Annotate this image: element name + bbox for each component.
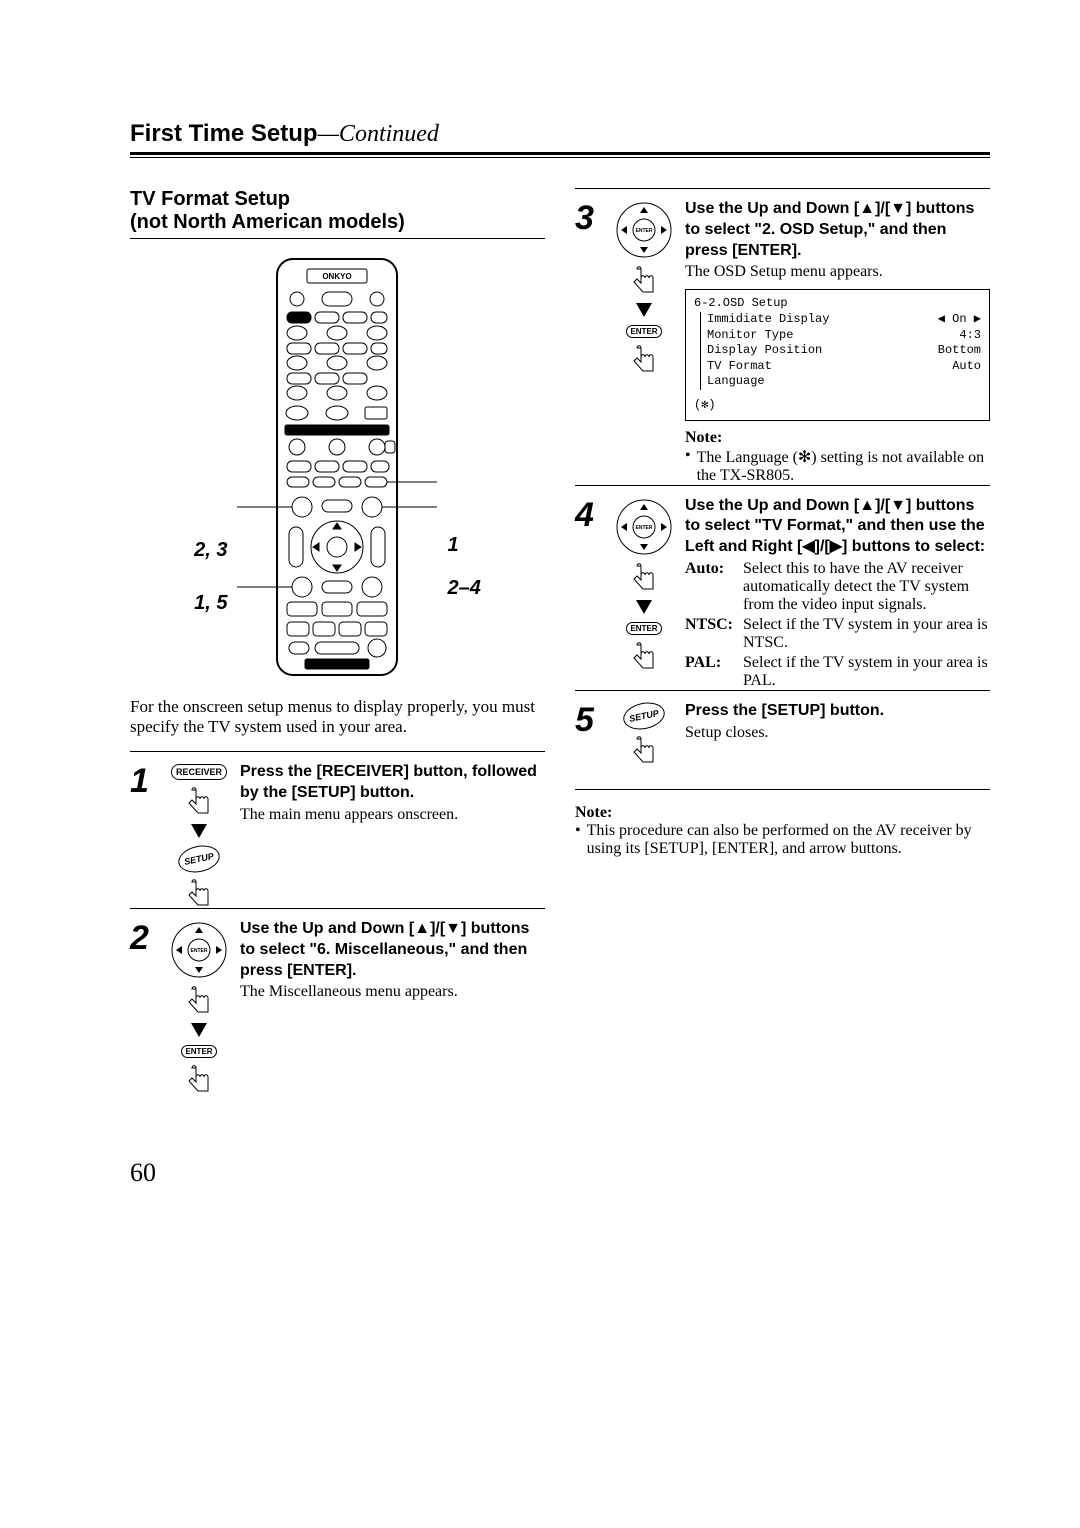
enter-button-icon: ENTER [181,1045,216,1058]
hand-press-icon [184,878,214,908]
svg-text:ENTER: ENTER [191,948,208,954]
header-continued: —Continued [318,121,439,147]
osd-row-value: ◀ On ▶ [938,312,981,328]
dpad-icon: ENTER [615,498,673,556]
step-4-icons: ENTER ENTER [613,496,675,690]
dpad-icon: ENTER [615,201,673,259]
option-text: Select if the TV system in your area is … [743,654,990,690]
step-5-result: Setup closes. [685,724,990,742]
step-1-number: 1 [130,762,158,908]
hand-press-icon [629,265,659,295]
step-1-instruction: Press the [RECEIVER] button, followed by… [240,762,545,804]
osd-setup-screen: 6-2.OSD Setup Immidiate Display ◀ On ▶ Mo… [685,289,990,420]
step-3-icons: ENTER ENTER [613,199,675,485]
option-label: Auto: [685,560,737,614]
hand-press-icon [629,344,659,374]
step-3-note: The Language (✻) setting is not availabl… [685,447,990,485]
osd-row-label: Language [707,374,765,390]
option-text: Select this to have the AV receiver auto… [743,560,990,614]
page-number: 60 [130,1158,990,1188]
left-column: TV Format Setup (not North American mode… [130,188,545,1098]
arrow-down-icon [191,1023,207,1037]
hand-press-icon [184,1064,214,1094]
osd-title: 6-2.OSD Setup [694,296,981,312]
step-2-number: 2 [130,919,158,1098]
step-2-instruction: Use the Up and Down [▲]/[▼] buttons to s… [240,919,545,981]
svg-text:ENTER: ENTER [636,525,653,531]
header-rule [130,157,990,158]
enter-button-icon: ENTER [626,325,661,338]
step-3-number: 3 [575,199,603,485]
option-text: Select if the TV system in your area is … [743,616,990,652]
right-column: 3 ENTER ENTER Use the Up and Down [▲]/[▼… [575,188,990,1098]
step-3-result: The OSD Setup menu appears. [685,263,990,281]
step-2-result: The Miscellaneous menu appears. [240,983,545,1001]
step-5-icons: SETUP [613,701,675,765]
step-5-instruction: Press the [SETUP] button. [685,701,990,722]
remote-brand: ONKYO [323,272,352,281]
option-auto: Auto: Select this to have the AV receive… [685,560,990,614]
osd-row-label: Monitor Type [707,328,793,344]
header-title: First Time Setup [130,120,318,147]
option-ntsc: NTSC: Select if the TV system in your ar… [685,616,990,652]
callout-2-3: 2, 3 [194,539,227,562]
option-pal: PAL: Select if the TV system in your are… [685,654,990,690]
svg-text:ENTER: ENTER [636,228,653,234]
arrow-down-icon [191,824,207,838]
setup-button-icon: SETUP [621,699,667,733]
step-2-icons: ENTER ENTER [168,919,230,1098]
setup-button-icon: SETUP [176,842,222,876]
step-2: 2 ENTER ENTER Use the Up and Down [▲]/[▼… [130,908,545,1098]
enter-button-icon: ENTER [626,622,661,635]
hand-press-icon [184,786,214,816]
step-3-instruction: Use the Up and Down [▲]/[▼] buttons to s… [685,199,990,261]
callout-1-5: 1, 5 [194,592,227,615]
step-5-number: 5 [575,701,603,765]
osd-row-value: Bottom [938,343,981,359]
hand-press-icon [629,562,659,592]
step-4: 4 ENTER ENTER Use the Up and Down [▲]/[▼… [575,485,990,690]
hand-press-icon [629,641,659,671]
option-label: PAL: [685,654,737,690]
receiver-button-icon: RECEIVER [171,764,227,780]
intro-paragraph: For the onscreen setup menus to display … [130,697,545,737]
osd-row-label: TV Format [707,359,772,375]
callout-2-4: 2–4 [447,577,480,600]
osd-row-value: Auto [952,359,981,375]
hand-press-icon [629,735,659,765]
remote-diagram: ONKYO [237,257,437,677]
callout-1: 1 [447,534,480,557]
step-5: 5 SETUP Press the [SETUP] button. Setup … [575,690,990,790]
note-label: Note: [685,429,990,447]
osd-row-label: Display Position [707,343,822,359]
osd-row-label: Immidiate Display [707,312,829,328]
page-header: First Time Setup—Continued [130,120,990,155]
step-1-result: The main menu appears onscreen. [240,806,545,824]
bottom-note-label: Note: [575,804,990,822]
option-label: NTSC: [685,616,737,652]
dpad-icon: ENTER [170,921,228,979]
arrow-down-icon [636,303,652,317]
osd-row-value: 4:3 [959,328,981,344]
section-title: TV Format Setup (not North American mode… [130,188,545,239]
arrow-down-icon [636,600,652,614]
step-4-number: 4 [575,496,603,690]
hand-press-icon [184,985,214,1015]
step-3: 3 ENTER ENTER Use the Up and Down [▲]/[▼… [575,188,990,485]
step-4-instruction: Use the Up and Down [▲]/[▼] buttons to s… [685,496,990,558]
remote-figure: 2, 3 1, 5 ONKYO [130,257,545,677]
bottom-note: This procedure can also be performed on … [575,822,990,858]
step-1: 1 RECEIVER SETUP Press the [RECEIVER] bu… [130,751,545,908]
osd-footnote: (✻) [694,398,981,414]
step-1-icons: RECEIVER SETUP [168,762,230,908]
